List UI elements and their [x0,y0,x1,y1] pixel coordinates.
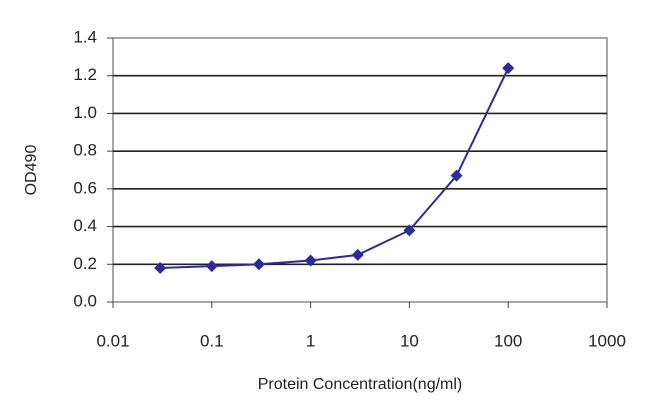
x-axis-label: Protein Concentration(ng/ml) [258,376,463,393]
data-point [205,260,218,273]
data-point [252,258,265,271]
x-tick-label: 0.01 [96,331,129,350]
y-axis-label: OD490 [23,145,40,196]
y-tick-label: 1.2 [73,65,97,84]
data-point [502,62,515,75]
y-tick-label: 0.8 [73,141,97,160]
y-tick-label: 0.4 [73,216,97,235]
y-tick-label: 1.0 [73,103,97,122]
x-tick-label: 10 [400,331,419,350]
data-point [304,254,317,267]
x-tick-label: 0.1 [200,331,224,350]
data-point [351,248,364,261]
y-tick-label: 0.2 [73,254,97,273]
data-point [403,224,416,237]
data-point [154,262,167,275]
y-tick-label: 0.0 [73,291,97,310]
x-tick-label: 1000 [588,331,626,350]
data-point [450,169,463,182]
x-tick-label: 1 [306,331,315,350]
x-tick-label: 100 [494,331,522,350]
plot-area [112,37,608,303]
y-tick-label: 0.6 [73,178,97,197]
y-tick-label: 1.4 [73,27,97,46]
series-line [160,67,510,270]
